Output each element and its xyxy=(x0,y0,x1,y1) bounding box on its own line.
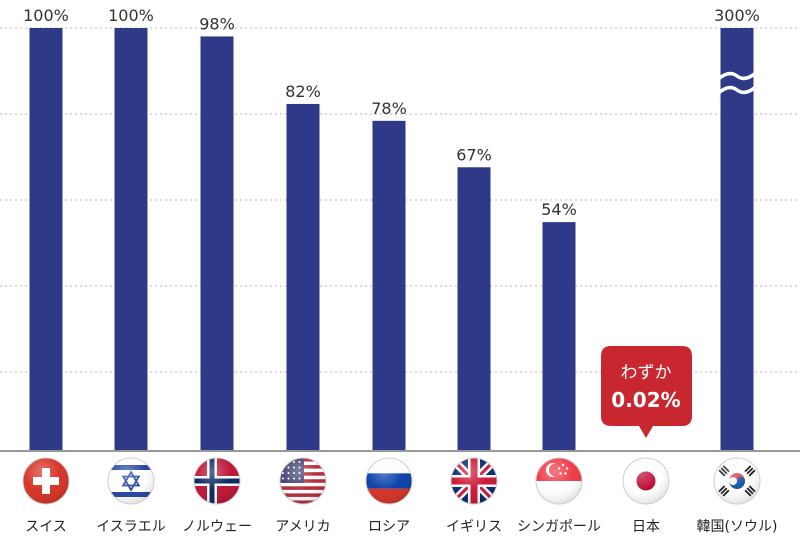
uk-flag-icon xyxy=(450,457,498,505)
bar xyxy=(372,120,406,450)
bar-value-label: 82% xyxy=(285,82,321,101)
israel-flag-icon xyxy=(107,457,155,505)
japan-callout: わずか 0.02% xyxy=(601,346,692,438)
japan-flag-icon xyxy=(622,457,670,505)
flags xyxy=(22,457,761,505)
bar-value-label: 98% xyxy=(199,14,235,33)
category-label: ロシア xyxy=(368,519,410,535)
bar xyxy=(114,28,148,450)
swiss-flag-icon xyxy=(22,457,70,505)
bar-value-label: 78% xyxy=(371,99,407,118)
category-label: イスラエル xyxy=(96,519,166,535)
category-label: 日本 xyxy=(632,519,660,535)
value-labels: 100% 100% 98% 82% 78% 67% 54% 300% xyxy=(23,6,760,219)
bar-value-label: 67% xyxy=(456,145,492,164)
category-label: アメリカ xyxy=(275,519,330,535)
bar xyxy=(720,28,754,450)
category-label: 韓国(ソウル) xyxy=(697,519,778,535)
axis-break-mark xyxy=(717,71,757,81)
bar-value-label: 54% xyxy=(541,200,577,219)
callout-line2: 0.02% xyxy=(611,388,680,412)
bar-value-label: 300% xyxy=(714,6,760,25)
category-label: スイス xyxy=(25,519,67,535)
category-label: イギリス xyxy=(446,519,502,535)
singapore-flag-icon xyxy=(535,457,583,505)
callout-bubble xyxy=(601,346,692,438)
callout-line1: わずか xyxy=(621,363,672,383)
norway-flag-icon xyxy=(193,457,241,505)
category-label: ノルウェー xyxy=(182,519,252,535)
bar xyxy=(457,167,491,450)
bar-value-label: 100% xyxy=(108,6,154,25)
korea-flag-icon xyxy=(713,457,761,505)
bar xyxy=(200,36,234,450)
usa-flag-icon xyxy=(279,457,327,505)
category-label: シンガポール xyxy=(517,519,601,535)
bar xyxy=(542,222,576,450)
bars xyxy=(29,28,757,451)
axis-break-mark xyxy=(717,85,757,95)
bar-value-label: 100% xyxy=(23,6,69,25)
russia-flag-icon xyxy=(365,457,413,505)
bar xyxy=(29,28,63,450)
bar xyxy=(286,103,320,451)
category-labels: スイス イスラエル ノルウェー アメリカ ロシア イギリス シンガポール 日本 韓国(ソウル) xyxy=(25,519,777,535)
